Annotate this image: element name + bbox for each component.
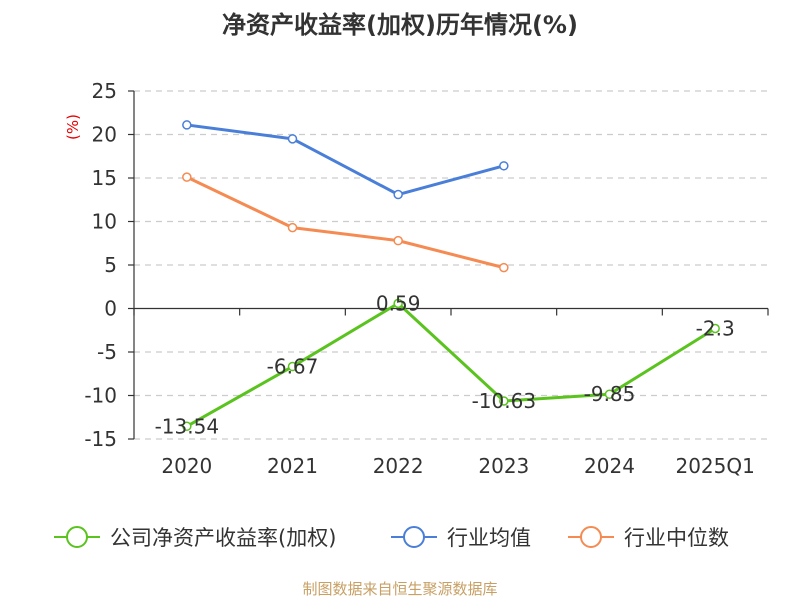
x-tick-label-2023: 2023 — [478, 454, 529, 478]
y-tick-label: 10 — [92, 210, 117, 234]
x-tick-label-2020: 2020 — [161, 454, 212, 478]
chart-title: 净资产收益率(加权)历年情况(%) — [222, 11, 578, 39]
legend-label: 行业中位数 — [624, 526, 729, 550]
y-tick-label: 25 — [92, 79, 117, 103]
x-axis — [128, 90, 769, 440]
data-point-s2-2021[interactable] — [287, 222, 298, 233]
x-tick-label-2021: 2021 — [267, 454, 318, 478]
data-point-s2-2022[interactable] — [393, 235, 403, 246]
y-tick-label: 5 — [104, 253, 117, 277]
data-point-s2-2023[interactable] — [499, 262, 509, 273]
data-point-s1-2023[interactable] — [499, 161, 509, 171]
x-tick-label-2022: 2022 — [373, 454, 424, 478]
data-point-s0-2022[interactable] — [393, 298, 403, 309]
series-line-1 — [186, 123, 505, 197]
data-point-s0-2020[interactable] — [182, 421, 192, 432]
data-point-s0-2025q1[interactable] — [710, 323, 720, 334]
legend-item-0[interactable]: 公司净资产收益率(加权) — [54, 526, 336, 550]
y-axis-label: (%) — [64, 114, 82, 140]
x-tick-label-2025q1: 2025Q1 — [675, 454, 754, 478]
data-label-2021: -6.67 — [267, 355, 319, 379]
legend-marker-icon — [66, 526, 88, 548]
y-tick-label: -10 — [84, 384, 117, 408]
data-point-s1-2020[interactable] — [182, 120, 192, 130]
series-line-0 — [186, 301, 716, 428]
data-point-s0-2023[interactable] — [499, 396, 509, 406]
data-label-2020: -13.54 — [155, 414, 219, 438]
y-tick-label: 0 — [104, 297, 117, 321]
data-point-s1-2022[interactable] — [393, 189, 403, 200]
data-point-s0-2021[interactable] — [287, 361, 298, 372]
data-label-2024: -9.85 — [584, 382, 636, 406]
y-tick-labels: 25 20 15 10 5 0 -5 -10 -15 — [84, 79, 117, 451]
data-point-s2-2020[interactable] — [182, 172, 192, 182]
legend-label: 公司净资产收益率(加权) — [110, 526, 336, 550]
data-label-2025q1: -2.3 — [696, 317, 735, 341]
legend: 公司净资产收益率(加权) 行业均值 行业中位数 — [54, 526, 729, 550]
y-tick-label: -5 — [97, 340, 117, 364]
y-tick-label: -15 — [84, 427, 117, 451]
legend-label: 行业均值 — [447, 526, 531, 550]
x-tick-labels: 2020 2021 2022 2023 2024 2025Q1 — [161, 454, 754, 478]
y-tick-label: 15 — [92, 166, 117, 190]
legend-item-1[interactable]: 行业均值 — [391, 526, 531, 550]
legend-marker-icon — [403, 526, 425, 548]
legend-item-2[interactable]: 行业中位数 — [568, 526, 729, 550]
legend-marker-icon — [580, 526, 602, 548]
data-label-2023: -10.63 — [472, 389, 536, 413]
data-point-s1-2021[interactable] — [287, 134, 298, 144]
data-labels: -13.54 -6.67 0.59 -10.63 -9.85 -2.3 — [155, 291, 735, 438]
series-line-2 — [186, 175, 505, 270]
data-point-s0-2024[interactable] — [604, 389, 615, 399]
x-tick-label-2024: 2024 — [584, 454, 635, 478]
source-note: 制图数据来自恒生聚源数据库 — [302, 580, 497, 598]
y-tick-label: 20 — [92, 123, 117, 147]
series-layer — [182, 120, 720, 432]
grid-lines — [134, 90, 768, 440]
data-label-2022: 0.59 — [376, 291, 421, 315]
